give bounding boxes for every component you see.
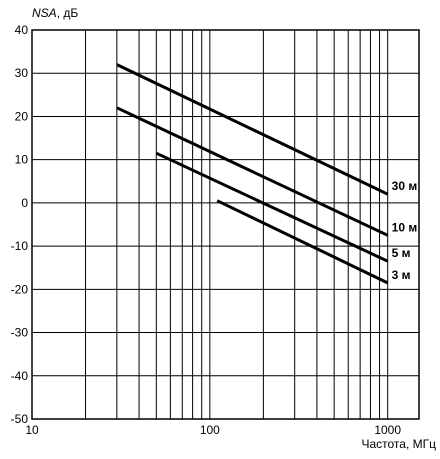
x-tick-label: 10 xyxy=(25,423,39,437)
y-tick-label: 40 xyxy=(15,23,29,37)
series-line xyxy=(116,106,389,237)
series-line xyxy=(155,151,389,263)
series-line xyxy=(216,199,389,285)
series-label: 5 м xyxy=(392,246,411,260)
x-axis-label: Частота, МГц xyxy=(361,437,436,451)
y-tick-label: -10 xyxy=(11,239,29,253)
y-tick-label: -40 xyxy=(11,369,29,383)
x-tick-label: 100 xyxy=(200,423,220,437)
y-tick-label: 20 xyxy=(15,109,29,123)
plot-frame xyxy=(31,29,420,420)
series-line xyxy=(116,63,389,196)
y-tick-label: -30 xyxy=(11,326,29,340)
x-tick-label: 1000 xyxy=(374,423,401,437)
series-lines: 30 м 10 м 5 м 3 м xyxy=(116,63,418,285)
y-tick-label: -20 xyxy=(11,282,29,296)
series-label: 30 м xyxy=(392,179,418,193)
y-axis-label: NSA, дБ xyxy=(32,6,78,20)
y-tick-labels: 40 30 20 10 0 -10 -20 -30 -40 -50 xyxy=(11,23,29,426)
series-label: 10 м xyxy=(392,220,418,234)
grid xyxy=(32,29,419,420)
x-tick-labels: 10 100 1000 xyxy=(25,423,401,437)
y-tick-label: 30 xyxy=(15,66,29,80)
y-tick-label: -50 xyxy=(11,412,29,426)
series-label: 3 м xyxy=(392,268,411,282)
y-tick-label: 0 xyxy=(21,196,28,210)
y-tick-label: 10 xyxy=(15,153,29,167)
